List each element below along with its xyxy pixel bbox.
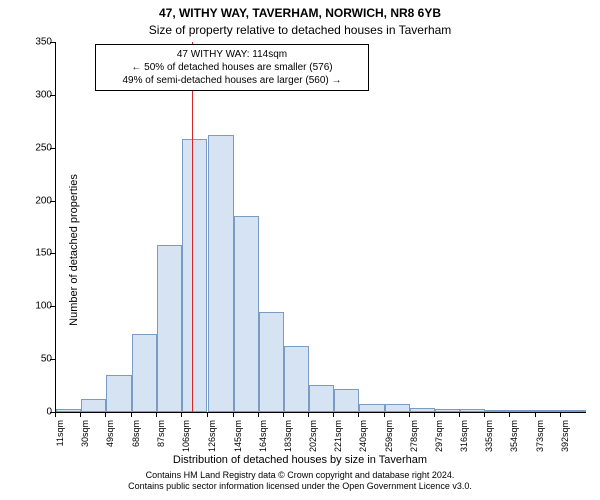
x-tick bbox=[333, 412, 334, 417]
y-tick bbox=[50, 95, 55, 96]
x-tick bbox=[258, 412, 259, 417]
histogram-bar bbox=[259, 312, 284, 412]
x-tick bbox=[131, 412, 132, 417]
x-tick bbox=[484, 412, 485, 417]
chart-title-address: 47, WITHY WAY, TAVERHAM, NORWICH, NR8 6Y… bbox=[0, 6, 600, 20]
histogram-bar bbox=[460, 409, 485, 412]
y-tick bbox=[50, 201, 55, 202]
y-tick bbox=[50, 359, 55, 360]
x-tick bbox=[509, 412, 510, 417]
y-tick-label: 250 bbox=[12, 142, 52, 153]
y-tick-label: 300 bbox=[12, 89, 52, 100]
histogram-bar bbox=[106, 375, 131, 412]
histogram-bar bbox=[334, 389, 359, 412]
y-tick bbox=[50, 42, 55, 43]
histogram-bar bbox=[510, 410, 535, 412]
chart-container: 47, WITHY WAY, TAVERHAM, NORWICH, NR8 6Y… bbox=[0, 0, 600, 500]
y-tick-label: 100 bbox=[12, 301, 52, 312]
x-tick bbox=[181, 412, 182, 417]
histogram-bar bbox=[485, 410, 510, 412]
x-tick bbox=[409, 412, 410, 417]
histogram-bar bbox=[536, 410, 561, 412]
reference-line bbox=[192, 42, 193, 412]
histogram-bar bbox=[56, 409, 81, 412]
y-tick-label: 50 bbox=[12, 354, 52, 365]
y-tick-label: 0 bbox=[12, 407, 52, 418]
histogram-bar bbox=[208, 135, 233, 412]
y-tick-label: 200 bbox=[12, 195, 52, 206]
y-tick bbox=[50, 306, 55, 307]
x-tick bbox=[560, 412, 561, 417]
footer: Contains HM Land Registry data © Crown c… bbox=[0, 470, 600, 492]
histogram-bar bbox=[284, 346, 309, 412]
histogram-bar bbox=[157, 245, 182, 412]
y-tick-label: 350 bbox=[12, 37, 52, 48]
histogram-bar bbox=[435, 409, 460, 412]
x-tick bbox=[207, 412, 208, 417]
x-tick bbox=[105, 412, 106, 417]
x-tick bbox=[308, 412, 309, 417]
x-tick bbox=[283, 412, 284, 417]
footer-line-1: Contains HM Land Registry data © Crown c… bbox=[0, 470, 600, 481]
histogram-bar bbox=[182, 139, 207, 412]
plot-area bbox=[55, 42, 586, 413]
histogram-bar bbox=[561, 410, 586, 412]
x-tick bbox=[156, 412, 157, 417]
histogram-bar bbox=[410, 408, 435, 412]
x-tick bbox=[80, 412, 81, 417]
x-tick bbox=[434, 412, 435, 417]
annotation-line-2: ← 50% of detached houses are smaller (57… bbox=[101, 61, 363, 74]
histogram-bar bbox=[234, 216, 259, 412]
y-tick bbox=[50, 253, 55, 254]
histogram-bar bbox=[81, 399, 106, 412]
x-tick bbox=[358, 412, 359, 417]
x-tick bbox=[459, 412, 460, 417]
y-tick bbox=[50, 148, 55, 149]
y-tick-label: 150 bbox=[12, 248, 52, 259]
histogram-bar bbox=[359, 404, 384, 412]
annotation-line-1: 47 WITHY WAY: 114sqm bbox=[101, 48, 363, 61]
x-tick bbox=[535, 412, 536, 417]
x-tick bbox=[233, 412, 234, 417]
annotation-line-3: 49% of semi-detached houses are larger (… bbox=[101, 74, 363, 87]
histogram-bar bbox=[309, 385, 334, 412]
x-axis-label: Distribution of detached houses by size … bbox=[0, 454, 600, 466]
annotation-box: 47 WITHY WAY: 114sqm ← 50% of detached h… bbox=[95, 44, 369, 91]
footer-line-3: Contains public sector information licen… bbox=[0, 481, 600, 492]
histogram-bar bbox=[132, 334, 157, 412]
x-tick bbox=[55, 412, 56, 417]
x-tick bbox=[384, 412, 385, 417]
histogram-bar bbox=[385, 404, 410, 412]
chart-subtitle: Size of property relative to detached ho… bbox=[0, 23, 600, 37]
